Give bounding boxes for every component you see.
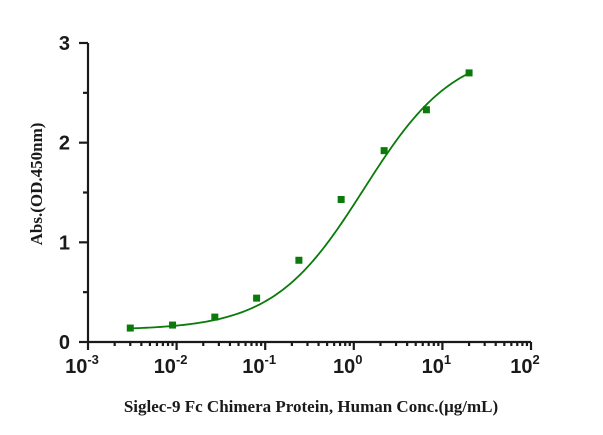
fit-curve bbox=[130, 72, 470, 330]
y-tick-label: 1 bbox=[59, 232, 70, 254]
data-point bbox=[169, 321, 177, 329]
data-point bbox=[465, 69, 473, 77]
data-point bbox=[211, 313, 219, 321]
data-point bbox=[337, 195, 345, 203]
fit-curve-group bbox=[130, 72, 470, 330]
y-axis-title: Abs.(OD.450nm) bbox=[27, 123, 46, 246]
data-point bbox=[253, 294, 261, 302]
axes: 10-3 10-2 10-1 100 101 102 0 1 2 3 bbox=[59, 33, 540, 378]
data-points bbox=[126, 69, 473, 332]
x-tick-label: 10-2 bbox=[154, 352, 188, 378]
data-point bbox=[380, 147, 388, 155]
x-tick-label: 101 bbox=[422, 352, 451, 378]
y-tick-label: 3 bbox=[59, 33, 70, 55]
y-tick-label: 0 bbox=[59, 332, 70, 354]
x-tick-label: 100 bbox=[333, 352, 362, 378]
x-tick-label: 10-1 bbox=[242, 352, 276, 378]
x-axis-title: Siglec-9 Fc Chimera Protein, Human Conc.… bbox=[124, 397, 498, 416]
data-point bbox=[422, 106, 430, 114]
x-tick-label: 102 bbox=[510, 352, 539, 378]
x-tick-label: 10-3 bbox=[65, 352, 99, 378]
data-point bbox=[295, 256, 303, 264]
data-point bbox=[126, 324, 134, 332]
y-tick-label: 2 bbox=[59, 133, 70, 155]
